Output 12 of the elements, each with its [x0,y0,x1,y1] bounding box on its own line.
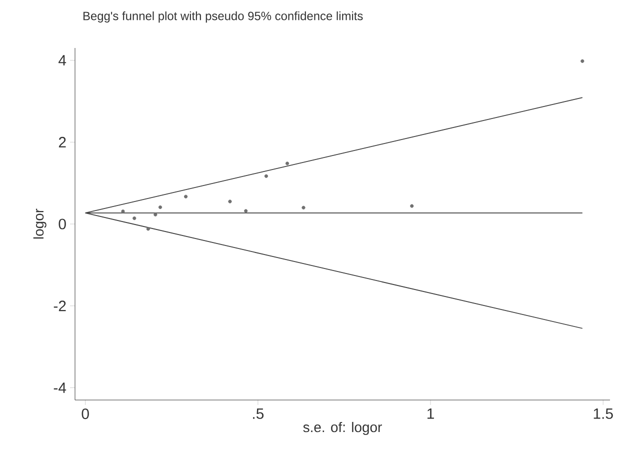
y-axis-title: logor [33,208,46,239]
y-tick-label: 0 [58,218,66,230]
x-tick-label: 1.5 [594,408,613,419]
y-tick-label: 2 [58,136,66,148]
y-tick-label: -4 [54,382,66,393]
x-tick-label: 0 [82,408,89,420]
x-tick-label: 1 [428,408,434,419]
chart-title: Begg's funnel plot with pseudo 95% confidence limits [83,11,363,23]
y-tick-label: -2 [54,300,66,312]
x-axis-title: s.e. of: logor [303,422,382,435]
x-tick-label: .5 [253,408,264,419]
y-tick-label: 4 [58,55,66,66]
